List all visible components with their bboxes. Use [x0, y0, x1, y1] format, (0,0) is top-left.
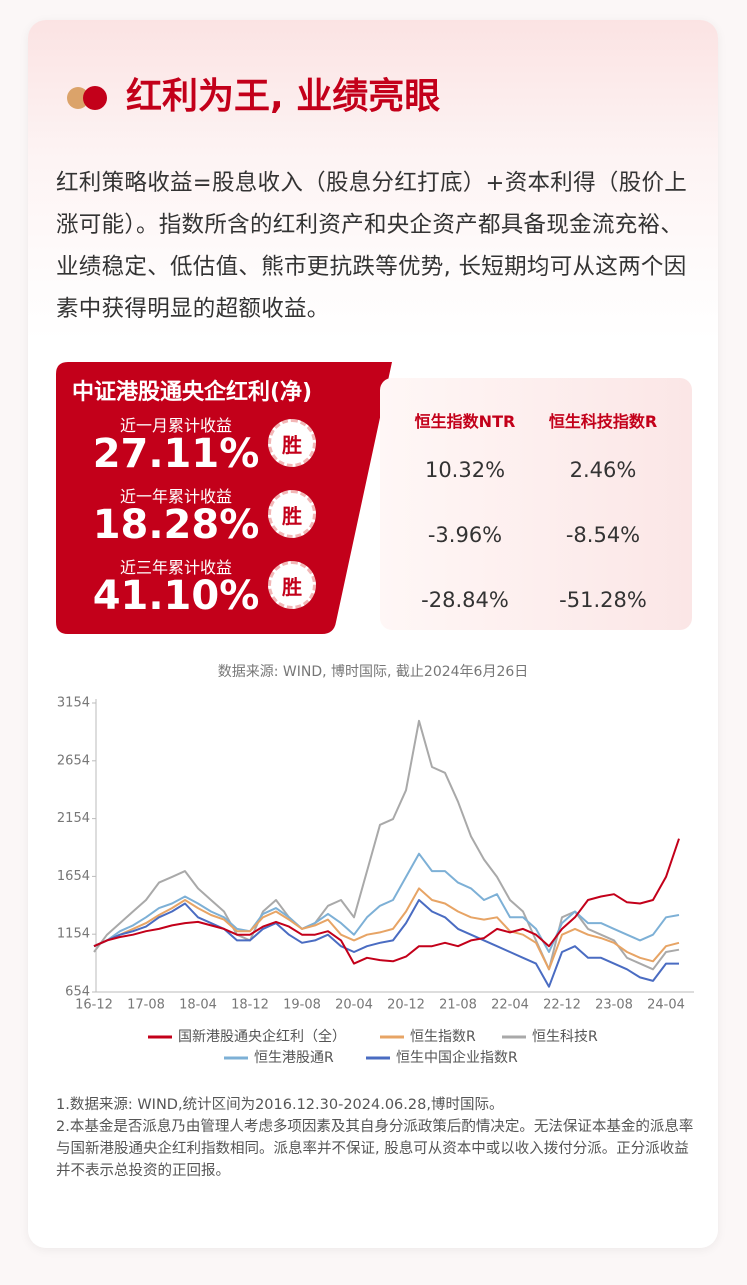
x-tick-label: 16-12 — [75, 998, 113, 1013]
series-line — [93, 838, 680, 965]
x-tick-label: 19-08 — [283, 998, 321, 1013]
x-tick-label: 23-08 — [595, 998, 633, 1013]
x-tick-label: 22-04 — [491, 998, 529, 1013]
y-tick-label: 3154 — [57, 696, 90, 711]
footnote: 2.本基金是否派息乃由管理人考虑多项因素及其自身分派政策后酌情决定。无法保证本基… — [56, 1119, 694, 1179]
cell: -8.54% — [565, 523, 641, 547]
badge: 胜 — [268, 490, 316, 538]
x-tick-label: 18-04 — [179, 998, 217, 1013]
x-tick-label: 18-12 — [231, 998, 269, 1013]
row-value: 18.28% — [92, 502, 260, 548]
row-label: 近一月累计收益 — [119, 416, 232, 435]
y-tick-label: 2154 — [57, 811, 90, 826]
x-tick-label: 21-08 — [439, 998, 477, 1013]
y-tick-label: 1154 — [57, 927, 90, 942]
x-tick-label: 20-12 — [387, 998, 425, 1013]
card — [28, 20, 718, 1248]
chart: 数据来源: WIND, 博时国际, 截止2024年6月26日 654 1154 165… — [57, 663, 694, 1066]
series-line — [93, 887, 680, 971]
intro-text: 红利策略收益=股息收入（股息分红打底）+资本利得（股价上涨可能）。指数所含的红利… — [56, 170, 688, 322]
series-line — [93, 899, 679, 988]
column-header: 恒生指数NTR — [414, 412, 516, 431]
chart-subtitle: 数据来源: WIND, 博时国际, 截止2024年6月26日 — [218, 663, 529, 680]
row-label: 近三年累计收益 — [119, 558, 232, 577]
legend-label: 恒生科技R — [532, 1029, 598, 1045]
title: 红利为王, 业绩亮眼 — [126, 76, 441, 117]
legend-label: 恒生中国企业指数R — [396, 1049, 518, 1066]
y-tick-label: 1654 — [57, 869, 90, 884]
badge: 胜 — [268, 419, 316, 467]
row-value: 41.10% — [92, 573, 260, 619]
x-tick-label: 24-04 — [647, 998, 685, 1013]
cell: 2.46% — [569, 458, 637, 482]
footnotes: 1.数据来源: WIND,统计区间为2016.12.30-2024.06.28,… — [56, 1094, 696, 1182]
cell: -28.84% — [421, 588, 509, 612]
row-label: 近一年累计收益 — [119, 487, 232, 506]
x-tick-label: 20-04 — [335, 998, 373, 1013]
compare-panel — [380, 378, 692, 630]
x-tick-label: 17-08 — [127, 998, 165, 1013]
series-line — [93, 719, 680, 971]
badge: 胜 — [268, 561, 316, 609]
series-line — [93, 852, 680, 953]
column-header: 恒生科技指数R — [548, 412, 658, 431]
legend-label: 国新港股通央企红利（全） — [178, 1028, 346, 1045]
fund-title: 中证港股通央企红利(净) — [72, 380, 313, 405]
y-tick-label: 2654 — [57, 753, 90, 768]
x-tick-label: 22-12 — [543, 998, 581, 1013]
y-tick-label: 654 — [65, 985, 90, 1000]
footnote: 1.数据来源: WIND,统计区间为2016.12.30-2024.06.28,… — [56, 1097, 504, 1113]
title-icon — [67, 86, 107, 110]
legend-label: 恒生港股通R — [254, 1050, 334, 1066]
legend-label: 恒生指数R — [410, 1029, 476, 1045]
cell: 10.32% — [424, 458, 506, 482]
cell: -51.28% — [559, 588, 647, 612]
row-value: 27.11% — [92, 431, 260, 477]
cell: -3.96% — [427, 523, 503, 547]
